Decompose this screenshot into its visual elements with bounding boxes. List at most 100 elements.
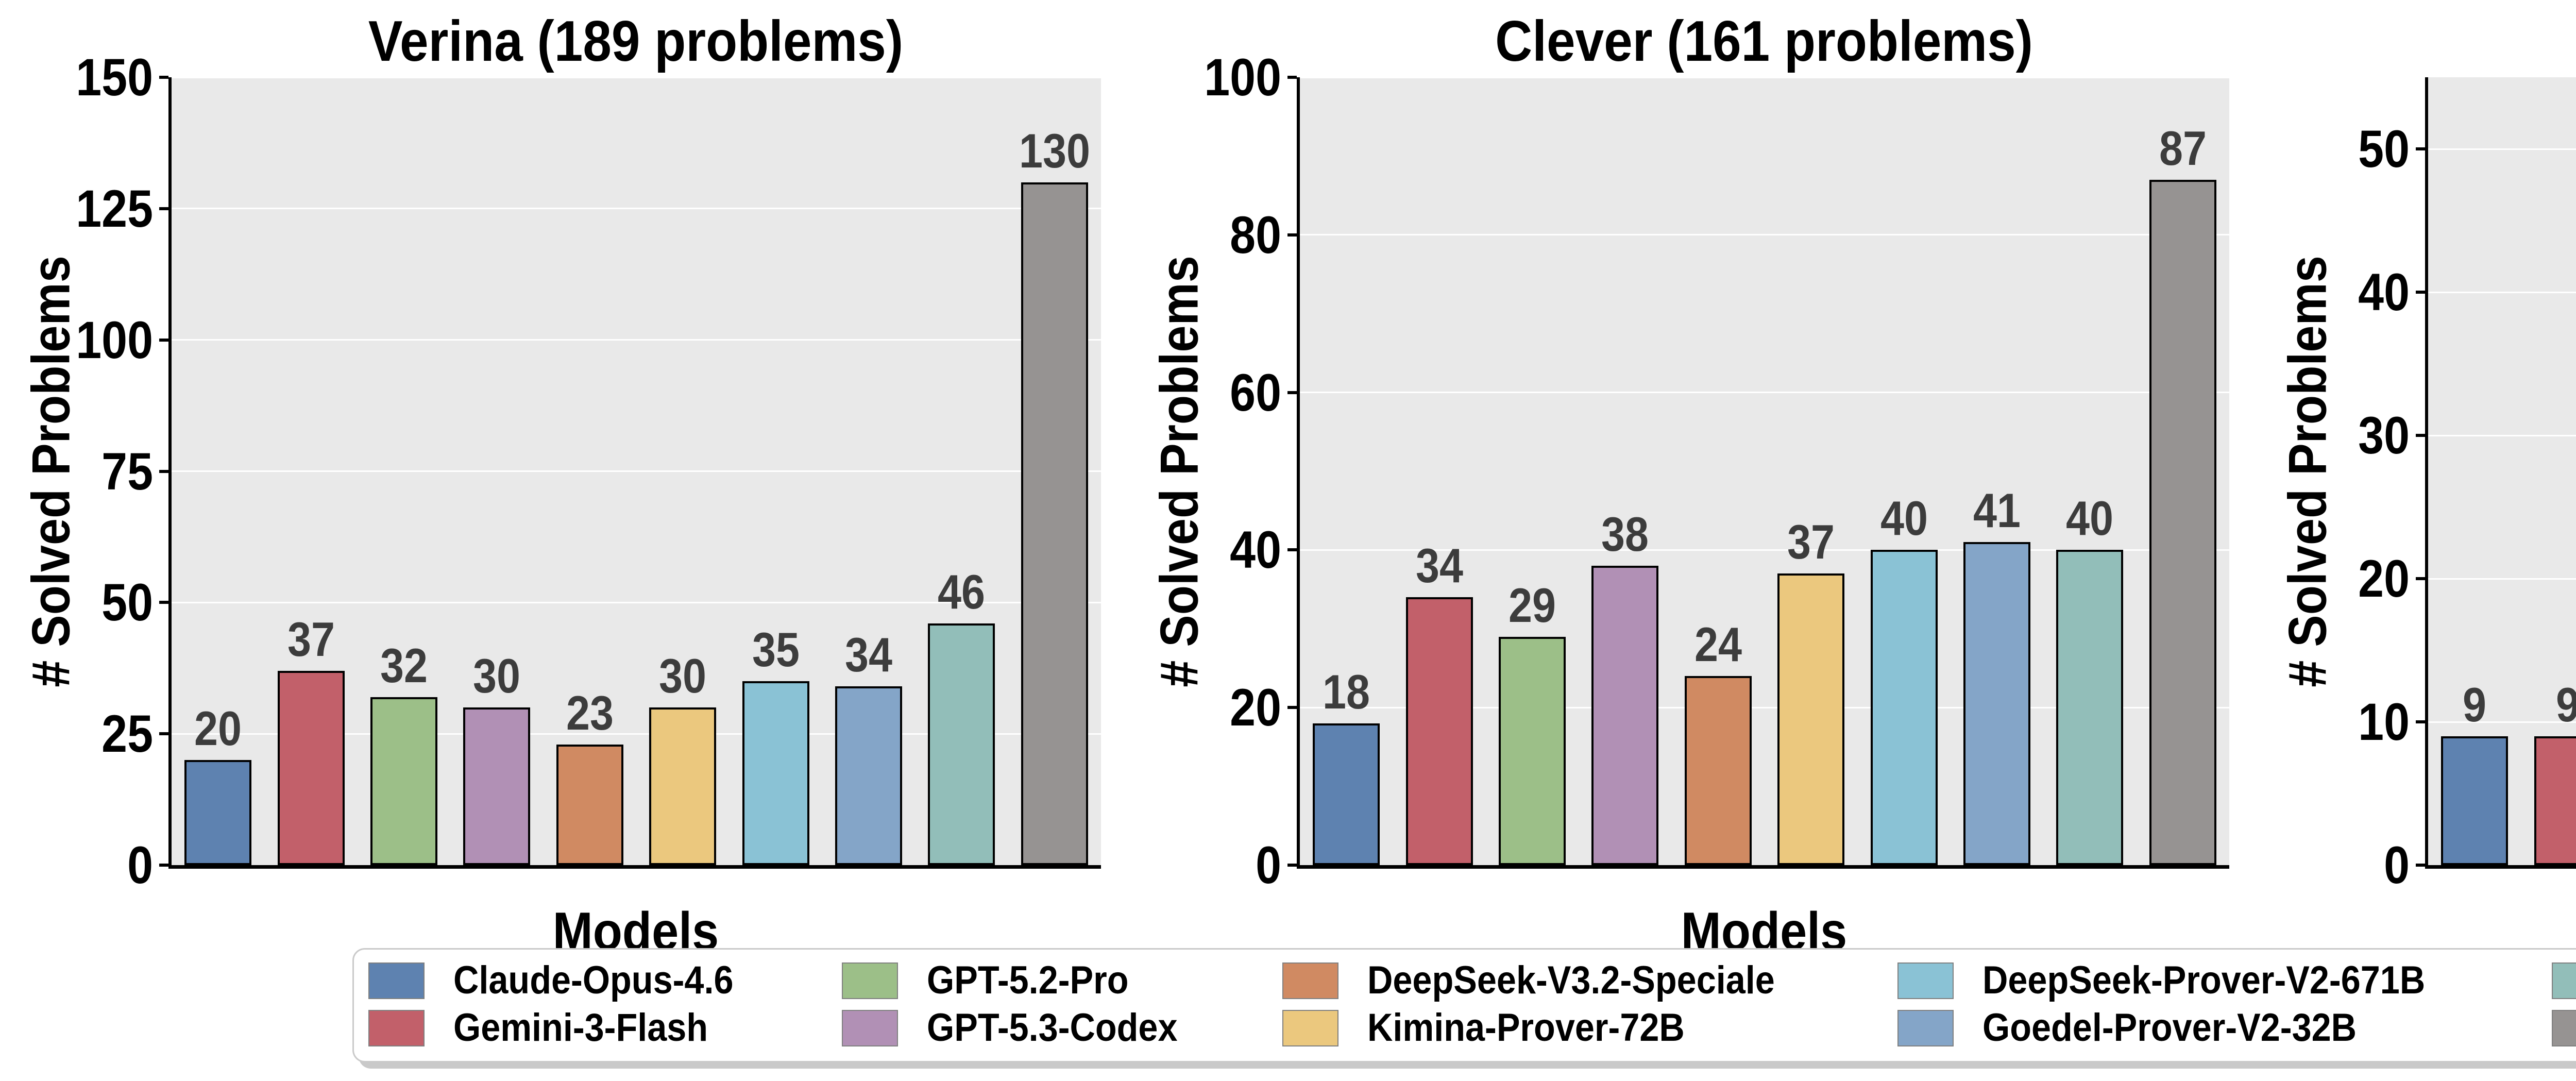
bar-value-label: 46 <box>938 565 986 619</box>
gridline <box>1300 234 2229 236</box>
legend-item-claude-opus-4-6: Claude-Opus-4.6 <box>368 961 765 1000</box>
bar-gpt-5-2-pro <box>370 697 437 865</box>
legend-item-gpt-5-2-pro: GPT-5.2-Pro <box>841 958 1206 1002</box>
y-tick-label: 0 <box>2384 836 2410 894</box>
legend-item-ours: Ours <box>2551 1008 2576 1048</box>
bar-value-label: 24 <box>1694 617 1742 672</box>
legend-item-label: DeepSeek-Prover-V2-671B <box>1982 958 2426 1002</box>
bar-value-label: 29 <box>1508 578 1556 632</box>
legend-item-label: GPT-5.2-Pro <box>926 958 1129 1002</box>
gridline <box>2428 721 2576 723</box>
bar-value-label: 40 <box>1880 491 1928 546</box>
y-tick-mark <box>159 732 168 736</box>
y-tick-mark <box>159 207 168 210</box>
plot-area: 18 34 29 38 24 37 40 41 40 87 <box>1297 77 2229 869</box>
legend-color-swatch-icon <box>1282 962 1339 999</box>
bar-value-label: 87 <box>2159 121 2207 175</box>
bar-value-label: 18 <box>1323 664 1370 719</box>
y-tick-mark <box>1287 76 1297 79</box>
y-tick-label: 30 <box>2358 406 2410 465</box>
bar-gpt-5-2-pro <box>1499 636 1566 865</box>
legend-color-swatch-icon <box>2551 1009 2576 1046</box>
bar-gpt-5-3-codex <box>463 707 531 865</box>
y-tick-label: 150 <box>76 48 153 107</box>
y-tick-label: 25 <box>101 704 153 764</box>
y-axis-label: # Solved Problems <box>1149 256 1210 687</box>
chart-panel-verina: Verina (189 problems) # Solved Problems … <box>0 0 1128 959</box>
y-tick-mark <box>2416 434 2425 437</box>
y-tick-label: 0 <box>127 836 153 894</box>
legend-item-label: Kimina-Prover-72B <box>1367 1006 1685 1050</box>
chart-title: Verina (189 problems) <box>368 9 904 73</box>
bar-value-label: 34 <box>1415 538 1463 593</box>
gridline <box>172 339 1101 341</box>
legend-color-swatch-icon <box>841 1009 898 1046</box>
y-tick-mark <box>2416 147 2425 150</box>
legend-color-swatch-icon <box>368 962 425 999</box>
gridline <box>172 77 1101 78</box>
y-tick-label: 60 <box>1230 363 1281 422</box>
y-tick-mark <box>2416 577 2425 580</box>
y-tick-mark <box>159 601 168 604</box>
bar-bfs-prover-v2-32b <box>2056 550 2124 865</box>
legend-color-swatch-icon <box>1897 1009 1954 1046</box>
y-tick-label: 125 <box>76 179 153 238</box>
legend-item-goedel-prover-v2-32b: Goedel-Prover-V2-32B <box>1897 1008 2475 1048</box>
gridline <box>172 208 1101 210</box>
legend-item-gemini-3-flash: Gemini-3-Flash <box>368 1008 765 1048</box>
y-tick-mark <box>2416 864 2425 867</box>
bar-value-label: 30 <box>659 649 707 703</box>
y-tick-mark <box>1287 391 1297 394</box>
y-tick-mark <box>159 469 168 473</box>
y-tick-mark <box>1287 233 1297 237</box>
y-tick-label: 20 <box>1230 678 1281 737</box>
y-tick-mark <box>159 338 168 342</box>
bar-value-label: 37 <box>287 612 335 666</box>
bar-goedel-prover-v2-32b <box>835 686 902 865</box>
bar-claude-opus-4-6 <box>184 760 252 865</box>
bar-bfs-prover-v2-32b <box>928 623 995 865</box>
legend-color-swatch-icon <box>841 962 898 999</box>
y-tick-mark <box>1287 706 1297 710</box>
bar-value-label: 34 <box>844 628 893 682</box>
y-tick-label: 80 <box>1230 205 1281 264</box>
legend-color-swatch-icon <box>1897 962 1954 999</box>
legend-color-swatch-icon <box>2551 962 2576 999</box>
bar-value-label: 30 <box>473 649 521 703</box>
chart-title: Clever (161 problems) <box>1495 9 2033 73</box>
y-tick-label: 75 <box>101 442 153 501</box>
y-tick-label: 10 <box>2358 692 2410 751</box>
y-tick-mark <box>2416 720 2425 723</box>
bar-ours <box>2149 179 2216 865</box>
legend-item-label: Gemini-3-Flash <box>453 1006 708 1050</box>
bar-kimina-prover-72b <box>649 707 717 865</box>
legend-item-bfs-prover-v2-32b: BFS-Prover-V2-32B <box>2551 961 2576 1000</box>
plot-area: 20 37 32 30 23 30 35 34 46 130 <box>168 77 1101 869</box>
legend-item-label: DeepSeek-V3.2-Speciale <box>1367 958 1775 1002</box>
plot-area: 99141141518171648 <box>2425 77 2576 869</box>
y-tick-label: 50 <box>101 573 153 632</box>
gridline <box>172 601 1101 603</box>
bar-ours <box>1021 182 1088 865</box>
y-tick-label: 100 <box>76 310 153 369</box>
y-tick-mark <box>159 76 168 79</box>
bar-gpt-5-3-codex <box>1591 565 1659 865</box>
y-tick-mark <box>159 864 168 867</box>
bar-claude-opus-4-6 <box>2441 736 2509 865</box>
bar-value-label: 23 <box>566 685 614 740</box>
legend-item-deepseek-prover-v2-671b: DeepSeek-Prover-V2-671B <box>1897 961 2475 1000</box>
bar-claude-opus-4-6 <box>1313 723 1380 865</box>
bar-value-label: 40 <box>2066 491 2114 546</box>
bar-value-label: 9 <box>2556 680 2576 729</box>
gridline <box>1300 549 2229 551</box>
gridline <box>1300 392 2229 394</box>
bar-deepseek-v3-2-speciale <box>1684 676 1752 865</box>
bar-value-label: 41 <box>1973 483 2021 538</box>
bar-value-label: 20 <box>194 701 242 756</box>
y-tick-label: 20 <box>2358 549 2410 608</box>
bar-value-label: 9 <box>2463 677 2487 732</box>
legend-item-label: GPT-5.3-Codex <box>926 1006 1178 1050</box>
bar-value-label: 35 <box>752 622 800 677</box>
gridline <box>2428 291 2576 293</box>
